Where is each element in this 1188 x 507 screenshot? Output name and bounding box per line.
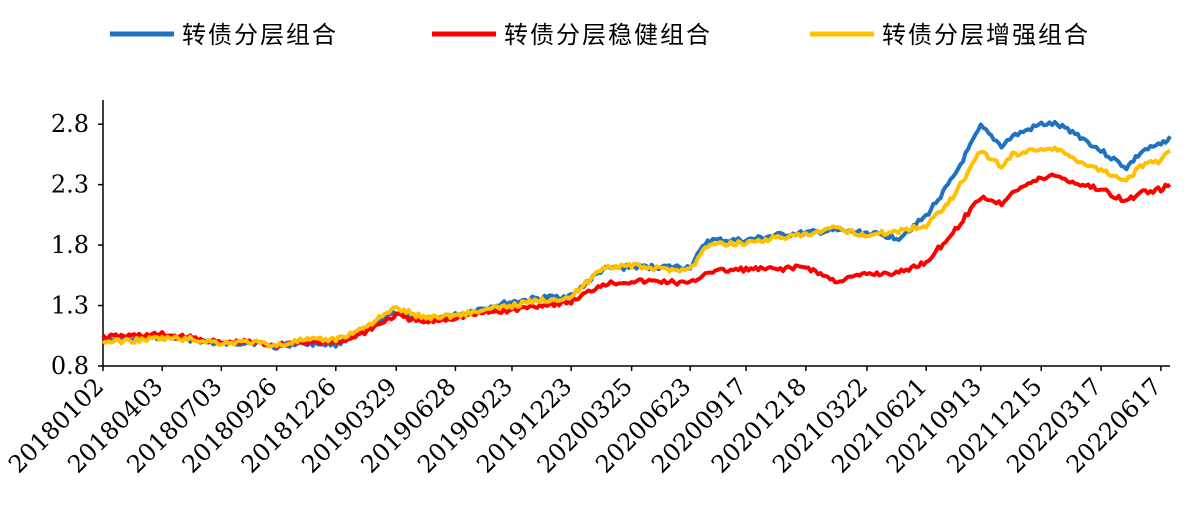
- y-tick-label: 1.8: [51, 231, 89, 259]
- y-tick-label: 2.8: [51, 110, 89, 138]
- series-line: [101, 172, 1172, 349]
- y-tick-label: 1.3: [51, 292, 89, 320]
- y-tick-label: 0.8: [51, 352, 89, 380]
- legend-label: 转债分层稳健组合: [504, 21, 712, 49]
- legend-label: 转债分层组合: [182, 21, 338, 49]
- series-line: [101, 145, 1171, 349]
- y-tick-label: 2.3: [51, 171, 89, 199]
- legend-label: 转债分层增强组合: [882, 21, 1090, 49]
